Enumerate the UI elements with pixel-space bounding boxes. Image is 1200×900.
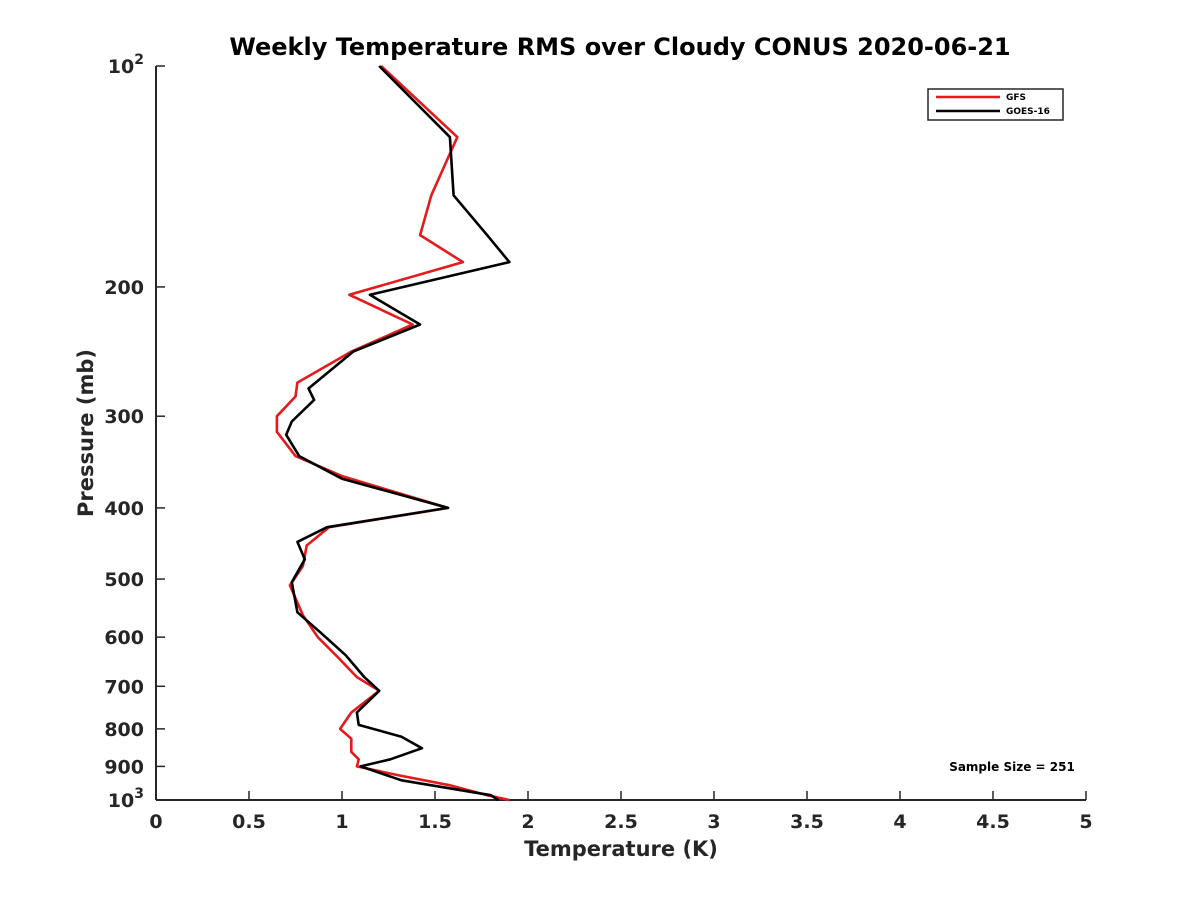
legend-box: [927, 88, 1064, 121]
chart-title: Weekly Temperature RMS over Cloudy CONUS…: [229, 33, 1010, 61]
y-tick-exponent: 3: [134, 786, 144, 802]
y-tick-base: 10: [108, 56, 134, 78]
x-axis-ticks: 0 0.5 1 1.5 2 2.5 3 3.5 4 4.5 5: [149, 791, 1093, 833]
y-tick-label: 600: [104, 627, 144, 649]
y-tick-label: 200: [104, 277, 144, 299]
x-tick-label: 4.5: [976, 811, 1010, 833]
y-tick-label: 700: [104, 676, 144, 698]
legend: GFS GOES-16: [927, 88, 1064, 121]
y-tick-label: 500: [104, 569, 144, 591]
x-tick-label: 4: [893, 811, 906, 833]
axes-frame: [155, 66, 1086, 801]
y-tick-label: 103: [108, 786, 144, 812]
legend-label: GFS: [1006, 93, 1026, 103]
x-tick-label: 1.5: [418, 811, 452, 833]
y-axis-label: Pressure (mb): [74, 349, 98, 517]
legend-label: GOES-16: [1006, 107, 1050, 117]
y-tick-label: 102: [108, 52, 144, 78]
series-line-goes-16: [284, 65, 511, 802]
x-tick-label: 5: [1079, 811, 1092, 833]
x-tick-label: 3: [707, 811, 720, 833]
sample-size-annotation: Sample Size = 251: [949, 760, 1075, 774]
y-tick-base: 10: [108, 790, 134, 812]
x-tick-label: 2.5: [604, 811, 638, 833]
y-tick-exponent: 2: [134, 52, 144, 68]
x-tick-label: 0.5: [232, 811, 266, 833]
y-tick-label: 400: [104, 498, 144, 520]
x-axis-label: Temperature (K): [524, 837, 718, 861]
x-tick-label: 2: [521, 811, 534, 833]
x-tick-label: 0: [149, 811, 162, 833]
y-tick-label: 800: [104, 719, 144, 741]
y-tick-label: 300: [104, 406, 144, 428]
x-tick-label: 1: [335, 811, 348, 833]
y-tick-label: 900: [104, 756, 144, 778]
x-tick-label: 3.5: [790, 811, 824, 833]
series-layer: [275, 65, 511, 802]
series-line-gfs: [275, 65, 510, 802]
